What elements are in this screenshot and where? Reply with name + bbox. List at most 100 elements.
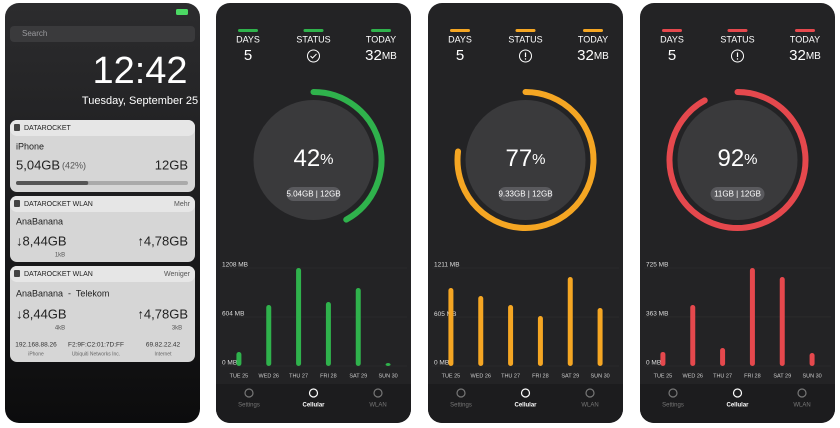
y-tick-label: 0 MB	[222, 360, 237, 367]
network-name: AnaBanana	[16, 216, 63, 226]
tab-icon[interactable]	[585, 388, 595, 398]
widget[interactable]	[10, 196, 195, 262]
tab-icon[interactable]	[456, 388, 466, 398]
percent-unit: %	[532, 151, 545, 168]
detail-value: 69.82.22.42	[146, 342, 181, 349]
accent-dash	[238, 29, 258, 32]
tab-label[interactable]: Cellular	[726, 403, 749, 409]
accent-dash	[727, 29, 748, 32]
accent-dash	[371, 29, 391, 32]
usage-percent: 77%	[505, 145, 545, 172]
tab-icon[interactable]	[668, 388, 678, 398]
bar	[355, 288, 361, 366]
used-amount: 5,04GB	[16, 157, 60, 172]
widget[interactable]	[10, 266, 195, 362]
tab-label[interactable]: WLAN	[369, 403, 386, 409]
widget[interactable]	[10, 120, 195, 192]
x-tick-label: THU 27	[713, 373, 732, 379]
download: ↓8,44GB	[16, 233, 67, 248]
widget-app: DATAROCKET WLAN	[24, 201, 93, 208]
x-tick-label: SUN 30	[802, 373, 821, 379]
detail-label: Internet	[155, 351, 173, 357]
bar	[448, 287, 454, 366]
percent-unit: %	[320, 151, 333, 168]
tab-label[interactable]: Settings	[662, 403, 684, 409]
header-value: 32MB	[577, 47, 609, 64]
today-unit: MB	[382, 51, 397, 62]
ring-inner	[677, 100, 798, 220]
tab-icon[interactable]	[373, 388, 383, 398]
lock-date: Tuesday, September 25	[82, 95, 198, 107]
percent-value: 77	[505, 145, 532, 172]
widget-header	[10, 120, 195, 136]
x-tick-label: SAT 29	[349, 373, 367, 379]
tab-icon[interactable]	[308, 388, 319, 398]
bar	[567, 276, 573, 366]
app-screen: DAYS 5 STATUS TODAY 32MB 77% 9.33GB | 12GB 0 MB…	[428, 3, 623, 423]
x-tick-label: SUN 30	[378, 373, 397, 379]
usage-percent: 42%	[293, 145, 333, 172]
header-label: STATUS	[296, 34, 330, 44]
detail-row: 192.168.88.26 iPhone F2:9F:C2:01:7D:FF Ubiq…	[15, 342, 180, 358]
x-tick-label: THU 27	[501, 373, 520, 379]
today-value: 32	[365, 47, 382, 64]
usage-pill	[498, 187, 553, 201]
used-percent: (42%)	[62, 160, 86, 170]
widget-header	[10, 196, 195, 212]
tab-bar	[428, 384, 623, 423]
device-name: iPhone	[16, 141, 44, 151]
bar	[325, 301, 331, 366]
today-value: 32	[789, 47, 806, 64]
app-icon	[14, 270, 20, 277]
search-placeholder: Search	[22, 29, 47, 38]
tab-bar	[216, 384, 411, 423]
usage-amount: 5.04GB | 12GB	[286, 190, 340, 199]
y-tick-label: 725 MB	[646, 262, 668, 269]
tab-label[interactable]: Settings	[238, 403, 260, 409]
tab-label[interactable]: WLAN	[793, 403, 810, 409]
x-tick-label: THU 27	[289, 373, 308, 379]
tab-label[interactable]: Cellular	[302, 403, 325, 409]
header-value: 5	[668, 47, 676, 64]
x-tick-label: SAT 29	[561, 373, 579, 379]
detail-value: 192.168.88.26	[15, 342, 57, 349]
status-icon	[519, 49, 532, 63]
y-tick-label: 604 MB	[222, 311, 244, 318]
network-name: AnaBanana - Telekom	[16, 288, 109, 298]
x-tick-label: SUN 30	[590, 373, 609, 379]
y-tick-label: 1208 MB	[222, 262, 248, 269]
accent-dash	[515, 29, 536, 32]
x-tick-label: TUE 25	[230, 373, 249, 379]
bar	[508, 304, 514, 366]
x-tick-label: TUE 25	[442, 373, 461, 379]
y-tick-label: 0 MB	[646, 360, 661, 367]
bar	[660, 351, 666, 366]
tab-icon[interactable]	[732, 388, 743, 398]
widget-app: DATAROCKET	[24, 125, 72, 132]
bar	[749, 268, 755, 366]
bar	[537, 315, 543, 366]
search-bar[interactable]	[10, 26, 195, 42]
tab-label[interactable]: WLAN	[581, 403, 598, 409]
x-tick-label: FRI 28	[532, 373, 549, 379]
tab-label[interactable]: Cellular	[514, 403, 537, 409]
bar	[236, 351, 242, 366]
widget-action[interactable]: Mehr	[174, 201, 191, 208]
upload-rate: 3kB	[172, 326, 182, 332]
widget-action[interactable]: Weniger	[164, 271, 191, 278]
download-rate: 4kB	[55, 326, 65, 332]
bar	[296, 268, 302, 366]
usage-amount: 11GB | 12GB	[714, 190, 761, 199]
detail-label: Ubiquiti Networks Inc.	[72, 351, 120, 357]
status-alert-dot	[524, 58, 527, 60]
status-icon	[307, 49, 320, 63]
tab-label[interactable]: Settings	[450, 403, 472, 409]
status-alert-dot	[736, 58, 739, 60]
tab-icon[interactable]	[520, 388, 531, 398]
download: ↓8,44GB	[16, 306, 67, 321]
tab-icon[interactable]	[244, 388, 254, 398]
tab-icon[interactable]	[797, 388, 807, 398]
usage-ring	[310, 89, 385, 223]
